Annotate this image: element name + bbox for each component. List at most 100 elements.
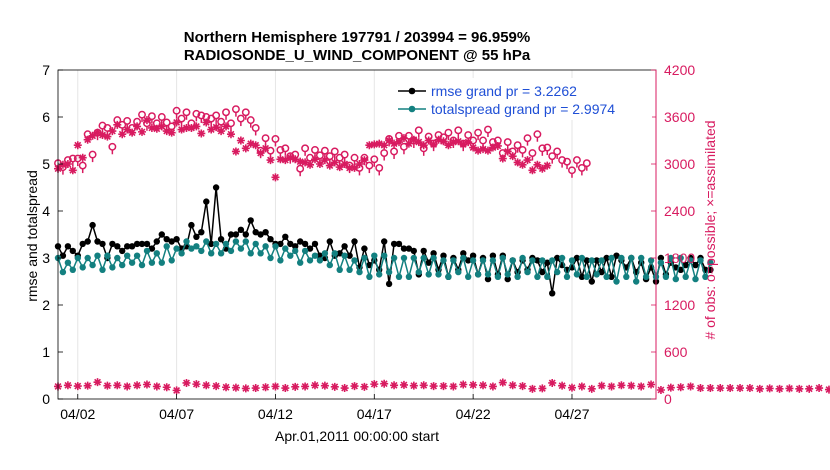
- totalspread-point: [173, 245, 180, 252]
- totalspread-point: [588, 257, 595, 264]
- rmse-point: [59, 252, 67, 259]
- totalspread-point: [301, 247, 309, 255]
- totalspread-point: [435, 271, 442, 278]
- rmse-point: [410, 247, 417, 255]
- obs-lower-marker: [567, 383, 576, 392]
- obs-possible-marker: [538, 144, 547, 153]
- y-left-tick-label: 3: [42, 250, 50, 266]
- totalspread-point: [677, 254, 684, 262]
- totalspread-point: [618, 254, 625, 262]
- obs-assimilated-marker: [172, 118, 181, 127]
- totalspread-point: [539, 257, 546, 264]
- totalspread-point: [479, 257, 487, 264]
- obs-lower-marker: [775, 384, 784, 393]
- totalspread-point: [672, 275, 679, 283]
- totalspread-point: [69, 266, 77, 273]
- legend: rmse grand pr = 3.2262 totalspread grand…: [390, 78, 652, 120]
- totalspread-point: [198, 247, 205, 255]
- totalspread-point: [326, 261, 333, 269]
- totalspread-point: [578, 254, 586, 262]
- rmse-point: [257, 231, 264, 238]
- totalspread-point: [114, 254, 121, 262]
- obs-lower-marker: [577, 382, 586, 391]
- obs-lower-marker: [607, 382, 616, 391]
- totalspread-point: [361, 254, 368, 262]
- rmse-point: [549, 290, 556, 297]
- rmse-point: [465, 257, 472, 264]
- rmse-point: [311, 240, 319, 248]
- rmse-point: [237, 226, 245, 233]
- totalspread-point: [549, 257, 556, 264]
- obs-lower-marker: [301, 382, 310, 391]
- obs-assimilated-marker: [479, 145, 488, 154]
- obs-assimilated-marker: [523, 156, 532, 165]
- rmse-point: [64, 243, 72, 250]
- obs-assimilated-marker: [187, 123, 196, 132]
- obs-lower-marker: [686, 382, 695, 391]
- y-right-tick-label: 0: [664, 391, 672, 407]
- rmse-point: [420, 247, 427, 255]
- obs-assimilated-marker: [256, 149, 265, 158]
- totalspread-point: [94, 252, 101, 259]
- y-right-tick-label: 4200: [664, 62, 695, 78]
- totalspread-point: [647, 257, 655, 264]
- obs-assimilated-marker: [93, 128, 102, 137]
- totalspread-point: [143, 247, 151, 255]
- totalspread-point: [79, 264, 86, 271]
- obs-assimilated-marker: [123, 125, 132, 134]
- totalspread-point: [514, 273, 521, 280]
- rmse-point: [133, 240, 141, 248]
- obs-lower-marker: [587, 384, 596, 393]
- totalspread-point: [119, 261, 126, 269]
- obs-assimilated-marker: [281, 156, 290, 165]
- obs-assimilated-marker: [454, 137, 463, 146]
- totalspread-point: [420, 254, 427, 262]
- rmse-point: [227, 231, 235, 238]
- totalspread-point: [381, 252, 388, 259]
- obs-assimilated-marker: [147, 123, 156, 132]
- legend-rmse-label: rmse grand pr = 3.2262: [431, 83, 577, 99]
- obs-assimilated-marker: [276, 155, 285, 164]
- rmse-point: [395, 240, 403, 248]
- obs-lower-marker: [281, 384, 290, 393]
- totalspread-point: [188, 245, 195, 252]
- rmse-point: [381, 238, 388, 245]
- obs-lower-marker: [380, 379, 389, 388]
- obs-possible-marker: [261, 134, 270, 143]
- rmse-point: [544, 259, 551, 266]
- chart-title-line2: RADIOSONDE_U_WIND_COMPONENT @ 55 hPa: [184, 47, 531, 64]
- totalspread-point: [445, 273, 452, 280]
- obs-assimilated-marker: [380, 141, 389, 150]
- rmse-point: [198, 229, 205, 236]
- rmse-point: [277, 240, 284, 248]
- rmse-point: [484, 275, 492, 283]
- rmse-point: [613, 252, 620, 259]
- totalspread-point: [341, 252, 348, 259]
- obs-lower-marker: [745, 384, 754, 393]
- obs-assimilated-marker: [261, 144, 270, 153]
- obs-assimilated-marker: [404, 139, 413, 148]
- totalspread-point: [633, 278, 640, 285]
- rmse-point: [232, 231, 240, 238]
- rmse-point: [138, 240, 146, 248]
- rmse-point: [341, 243, 348, 250]
- obs-possible-marker: [330, 147, 339, 156]
- obs-assimilated-marker: [414, 138, 423, 147]
- totalspread-point: [400, 254, 408, 262]
- rmse-point: [593, 257, 600, 264]
- rmse-point: [124, 243, 131, 250]
- totalspread-point: [504, 271, 511, 278]
- obs-lower-marker: [538, 384, 547, 393]
- obs-lower-marker: [696, 384, 705, 393]
- obs-lower-marker: [133, 381, 142, 390]
- obs-lower-marker: [63, 381, 72, 390]
- obs-possible-marker: [276, 145, 285, 154]
- obs-lower-marker: [726, 384, 735, 393]
- obs-assimilated-marker: [503, 147, 512, 156]
- obs-lower-marker: [261, 383, 270, 392]
- totalspread-point: [430, 254, 437, 262]
- obs-lower-marker: [212, 382, 221, 391]
- rmse-point: [573, 254, 581, 262]
- rmse-point: [460, 250, 467, 257]
- obs-possible-marker: [518, 145, 527, 154]
